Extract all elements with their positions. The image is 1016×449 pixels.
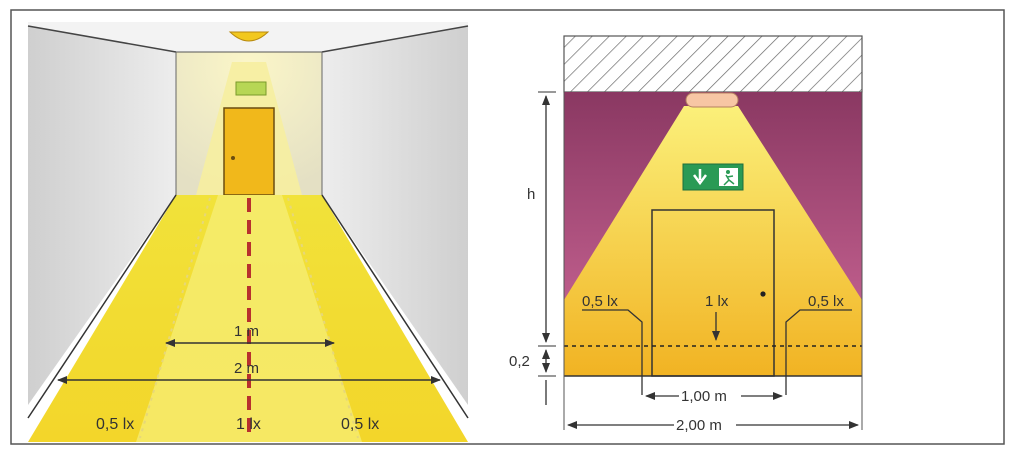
label-center-illuminance: 1 lx — [236, 416, 261, 433]
corridor-right-wall — [322, 26, 468, 405]
ceiling-slab — [563, 35, 863, 93]
elevation-view: 0,5 lx 1 lx 0,5 lx h 0,2 1,00 m 2,00 m — [509, 35, 863, 434]
label-center-illuminance: 1 lx — [705, 293, 729, 310]
running-man-exit-sign-icon — [682, 163, 744, 191]
door-knob — [231, 156, 235, 160]
label-02: 0,2 — [509, 353, 530, 370]
figure-border — [10, 9, 1005, 445]
corridor-perspective: 1 m 2 m 0,5 lx 1 lx 0,5 lx — [27, 22, 469, 442]
label-right-illuminance: 0,5 lx — [808, 293, 844, 310]
ceiling-lamp-icon — [685, 92, 739, 108]
door-knob — [760, 291, 766, 297]
label-200m: 2,00 m — [676, 417, 722, 434]
label-right-illuminance: 0,5 lx — [341, 416, 379, 433]
corridor-door — [223, 107, 275, 196]
label-left-illuminance: 0,5 lx — [582, 293, 618, 310]
label-2m: 2 m — [234, 360, 259, 377]
elevation-light-cone — [564, 106, 862, 376]
exit-sign-icon — [235, 81, 267, 96]
label-1m: 1 m — [234, 323, 259, 340]
floor-boundary-right — [287, 197, 359, 439]
floor-boundary-left — [139, 197, 211, 439]
ceiling-lamp-icon — [228, 31, 270, 42]
label-left-illuminance: 0,5 lx — [96, 416, 134, 433]
label-100m: 1,00 m — [681, 388, 727, 405]
label-h: h — [527, 186, 535, 203]
corridor-left-wall — [28, 26, 176, 405]
